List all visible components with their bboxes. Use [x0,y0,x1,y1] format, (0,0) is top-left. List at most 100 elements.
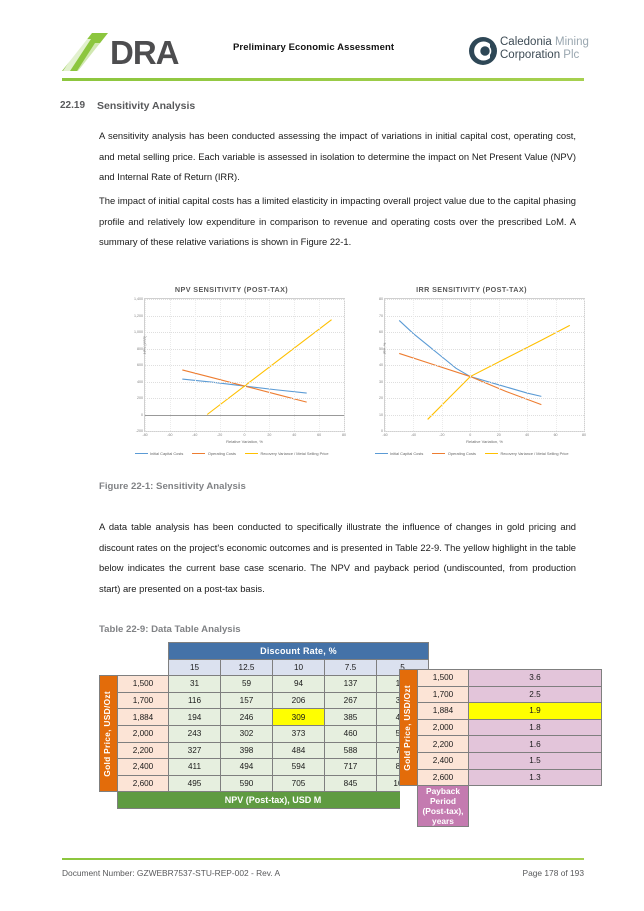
row-header: 2,400 [417,751,469,770]
table-cell: 309 [272,708,325,726]
x-axis-tick: -20 [217,433,223,437]
y-axis-tick: 70 [379,313,383,318]
npv-legend: Initial Capital Costs Operating Costs Reco… [110,451,353,456]
legend-item: Recovery Variance / Metal Selling Price [244,451,328,456]
gridline-horizontal [385,299,584,300]
gridline-horizontal [385,398,584,399]
row-header: 1,500 [117,675,169,693]
y-axis-tick: 1,200 [134,313,143,318]
x-axis-tick: 0 [469,433,472,437]
dra-wordmark: DRA [110,34,179,71]
table-cell: 484 [272,741,325,760]
y-axis-tick: 60 [379,330,383,334]
npv-sensitivity-chart: NPV SENSITIVITY (POST-TAX) NPV (USD) -20… [110,283,353,471]
table-cell: 588 [324,741,377,760]
x-axis-tick: 60 [553,433,558,437]
column-header: 15 [168,658,221,677]
footer-document-number: Document Number: GZWEBR7537-STU-REP-002 … [62,868,281,878]
row-header: 1,700 [117,691,169,710]
table-cell: 594 [272,758,325,776]
table-row: 1,884 1.9 [400,702,602,720]
gridline-horizontal [385,315,584,317]
y-axis-tick: 80 [379,297,383,301]
table-cell: 1.6 [468,735,602,753]
series-line [428,325,570,419]
npv-table-footer: NPV (Post-tax), USD M [117,791,429,809]
gridline-vertical [319,299,321,431]
row-header: 1,884 [117,708,169,726]
x-axis-tick: 80 [582,433,586,437]
row-header: 1,700 [417,685,469,704]
y-axis-tick: 200 [137,396,143,400]
gridline-vertical [498,299,500,431]
gold-price-axis-cell: Gold Price, USD/Ozt [399,668,418,787]
table-cell: 460 [324,724,377,743]
legend-swatch [484,452,498,455]
table-cell: 845 [324,774,377,793]
figure-caption: Figure 22-1: Sensitivity Analysis [99,481,246,492]
row-header: 2,600 [117,774,169,793]
table-cell: 246 [220,708,273,726]
y-axis-tick: 40 [379,363,383,367]
x-axis-tick: -20 [439,433,445,437]
row-header: 2,600 [417,768,469,787]
y-axis-tick: 50 [379,346,383,351]
table-cell: 385 [324,708,377,726]
table-corner-blank [99,642,169,660]
irr-sensitivity-chart: IRR SENSITIVITY (POST-TAX) IRR, % 0 10 20 3… [350,283,593,471]
table-row: 2,6004955907058451016 [100,774,429,793]
table-cell: 327 [168,741,221,760]
gridline-vertical [527,299,529,431]
table-cell: 3.6 [468,669,602,687]
table-cell: 373 [272,724,325,743]
table-row: 2,200 1.6 [400,735,602,753]
table-cell: 194 [168,708,221,726]
section-number: 22.19 [60,100,86,111]
legend-item: Initial Capital Costs [134,451,183,456]
table-cell: 495 [168,774,221,793]
table-row: 2,000 1.8 [400,718,602,737]
x-axis-tick: 40 [525,433,530,437]
gridline-vertical [294,299,296,431]
x-axis-tick: -60 [167,433,173,437]
table-row: 1,700 2.5 [400,685,602,704]
series-line [207,320,331,415]
row-header: 1,884 [417,702,469,720]
y-axis-tick: 1,000 [134,330,143,334]
y-axis-tick: 400 [137,379,143,384]
legend-swatch [244,452,258,455]
npv-data-table-wrap: Discount Rate, % 15 12.5 10 7.5 5 Gold Price, … [99,642,429,809]
legend-item: Operating Costs [432,451,476,456]
y-axis-tick: -200 [135,429,143,433]
y-axis-tick: 800 [137,346,143,351]
irr-plot-area: IRR, % 0 10 20 30 40 50 60 70 80 -60 -40 -20 0 20 40 60… [379,297,586,437]
table-cell: 243 [168,724,221,743]
gold-price-axis-cell: Gold Price, USD/Ozt [99,675,118,793]
table-row: 2,000243302373460567 [100,724,429,743]
footer-divider [62,858,584,861]
column-header: 10 [272,658,325,677]
caledonia-word: Caledonia [500,36,552,48]
table-corner-blank [99,791,118,809]
gridline-horizontal [145,431,344,432]
gridline-horizontal [385,365,584,366]
gold-price-axis-label: Gold Price, USD/Ozt [402,684,412,771]
page-title: Sensitivity Analysis [97,100,196,112]
caledonia-logo: Caledonia Mining Corporation Plc [468,36,589,68]
row-header: 2,200 [117,741,169,760]
table-cell: 1.9 [468,702,602,720]
corporation-word: Corporation [500,49,561,61]
gridline-horizontal [385,348,584,350]
legend-label: Initial Capital Costs [390,451,424,456]
payback-table-wrap: Gold Price, USD/Ozt 1,500 3.6 1,700 2.5 1,884… [399,668,602,828]
x-axis-tick: -60 [382,433,388,437]
table-row: Payback Period (Post-tax), years [399,785,602,828]
page-header: DRA Preliminary Economic Assessment Cale… [0,0,644,82]
table-cell: 59 [220,675,273,693]
npv-plot-area: NPV (USD) -200 0 200 400 600 800 1,000 1,200 1,4… [134,297,346,437]
gridline-vertical [145,299,146,431]
row-header: 2,400 [117,758,169,776]
legend-swatch [374,452,388,455]
caledonia-c-icon [469,37,497,65]
x-axis-tick: 0 [243,433,246,437]
